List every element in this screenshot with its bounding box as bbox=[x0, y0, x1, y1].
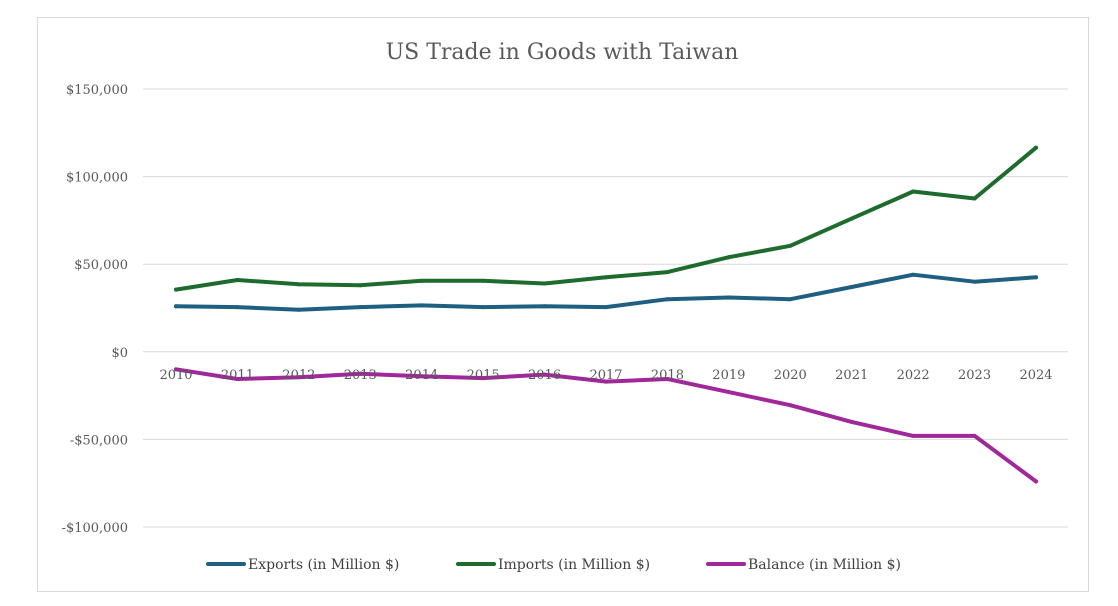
data-point bbox=[972, 196, 977, 201]
data-point bbox=[174, 367, 178, 372]
data-point bbox=[1034, 479, 1038, 484]
data-point bbox=[665, 376, 670, 381]
data-point bbox=[972, 279, 977, 284]
data-point bbox=[542, 281, 547, 286]
x-tick-label: 2012 bbox=[282, 368, 315, 383]
data-point bbox=[481, 305, 486, 310]
data-point bbox=[419, 303, 424, 308]
x-tick-label: 2024 bbox=[1019, 368, 1052, 383]
legend-label: Exports (in Million $) bbox=[248, 557, 399, 573]
data-point bbox=[788, 297, 793, 302]
data-point bbox=[235, 376, 240, 381]
data-point bbox=[726, 390, 731, 395]
x-tick-label: 2021 bbox=[835, 368, 868, 383]
data-point bbox=[419, 374, 424, 379]
data-point bbox=[849, 216, 854, 221]
y-tick-label: $0 bbox=[111, 346, 128, 361]
data-point bbox=[1034, 275, 1038, 280]
data-point bbox=[481, 278, 486, 283]
legend-label: Imports (in Million $) bbox=[498, 557, 650, 573]
x-tick-label: 2019 bbox=[712, 368, 745, 383]
data-point bbox=[296, 375, 301, 380]
data-point bbox=[174, 304, 178, 309]
series-line-1 bbox=[174, 272, 1038, 312]
data-point bbox=[1034, 145, 1038, 150]
data-point bbox=[296, 307, 301, 312]
data-point bbox=[849, 419, 854, 424]
data-point bbox=[542, 372, 547, 377]
data-point bbox=[604, 275, 608, 280]
data-point bbox=[235, 277, 240, 282]
x-tick-label: 2023 bbox=[958, 368, 991, 383]
y-tick-label: -$100,000 bbox=[62, 521, 128, 536]
y-axis-tick-labels: $150,000 $100,000 $50,000 $0 -$50,000 -$100,0… bbox=[62, 83, 128, 536]
data-point bbox=[542, 304, 547, 309]
y-tick-label: $50,000 bbox=[74, 258, 128, 273]
y-tick-label: -$50,000 bbox=[70, 433, 128, 448]
x-tick-label: 2016 bbox=[528, 368, 561, 383]
data-point bbox=[358, 305, 363, 310]
chart-title: US Trade in Goods with Taiwan bbox=[386, 40, 739, 65]
data-point bbox=[358, 283, 363, 288]
data-point bbox=[604, 379, 608, 384]
legend-label: Balance (in Million $) bbox=[748, 557, 901, 573]
data-point bbox=[419, 278, 424, 283]
data-point bbox=[296, 282, 301, 287]
data-point bbox=[849, 284, 854, 289]
data-point bbox=[788, 243, 793, 248]
x-tick-label: 2010 bbox=[159, 368, 192, 383]
data-point bbox=[235, 305, 240, 310]
data-point bbox=[911, 433, 916, 438]
series-line-2 bbox=[174, 145, 1038, 292]
data-point bbox=[911, 189, 916, 194]
x-tick-label: 2017 bbox=[589, 368, 622, 383]
x-tick-label: 2013 bbox=[344, 368, 377, 383]
data-point bbox=[358, 371, 363, 376]
x-tick-label: 2011 bbox=[221, 368, 254, 383]
data-point bbox=[726, 255, 731, 260]
x-tick-label: 2014 bbox=[405, 368, 438, 383]
x-axis-tick-labels: 2010 2011 2012 2013 2014 2015 2016 2017 2018 2019… bbox=[159, 368, 1052, 383]
series-lines bbox=[174, 145, 1038, 484]
data-point bbox=[665, 270, 670, 275]
data-point bbox=[604, 305, 608, 310]
legend: Exports (in Million $) Imports (in Millio… bbox=[206, 557, 901, 573]
x-tick-label: 2015 bbox=[467, 368, 500, 383]
data-point bbox=[788, 403, 793, 408]
data-point bbox=[665, 297, 670, 302]
y-tick-label: $100,000 bbox=[66, 171, 128, 186]
series-line-3 bbox=[174, 367, 1038, 484]
x-tick-label: 2022 bbox=[897, 368, 930, 383]
x-tick-label: 2020 bbox=[774, 368, 807, 383]
y-tick-label: $150,000 bbox=[66, 83, 128, 98]
data-point bbox=[911, 272, 916, 277]
data-point bbox=[726, 295, 731, 300]
data-point bbox=[174, 287, 178, 292]
data-point bbox=[972, 433, 977, 438]
x-tick-label: 2018 bbox=[651, 368, 684, 383]
data-point bbox=[481, 376, 486, 381]
gridlines bbox=[143, 88, 1068, 528]
